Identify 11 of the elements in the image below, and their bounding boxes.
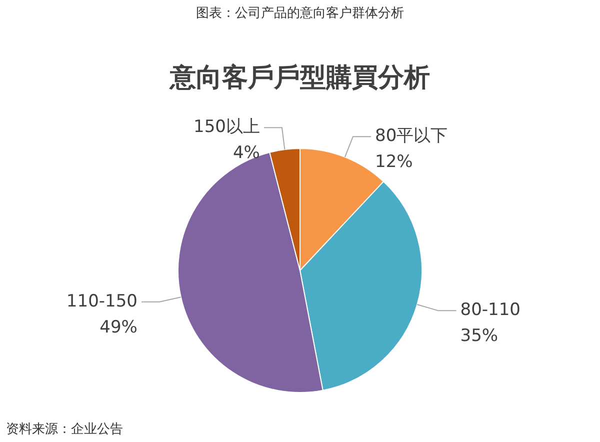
chart-title: 图表：公司产品的意向客户群体分析 [195,5,405,22]
data-label: 49% [100,317,138,338]
slice-label: 110-150 [66,291,138,312]
slice-label: 150以上 [194,117,260,138]
data-label: 12% [375,152,413,172]
slice-label: 80-110 [460,300,520,320]
slice-label: 80平以下 [375,126,448,146]
chart-subtitle: 意向客戶戶型購買分析 [168,62,431,95]
data-label: 4% [232,143,260,164]
data-label: 35% [460,326,498,346]
text: 资料来源：企业公告 [6,421,123,438]
